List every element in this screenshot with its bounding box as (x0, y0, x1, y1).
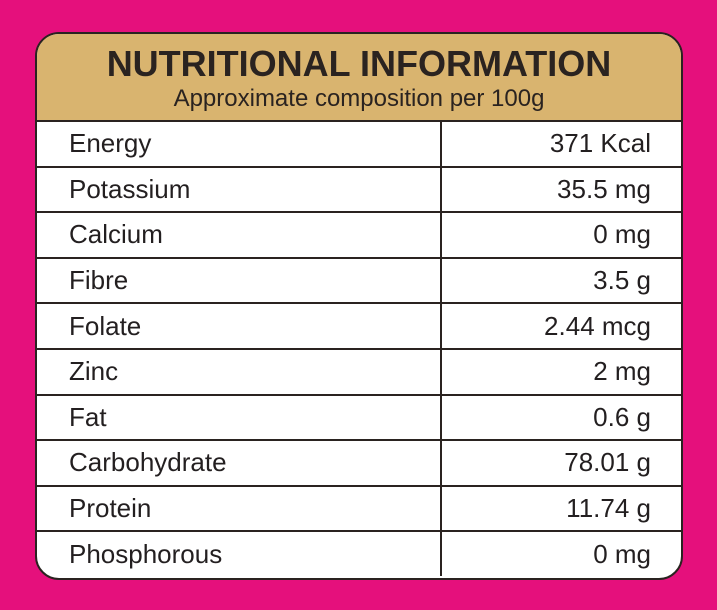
table-row: Fibre 3.5 g (37, 258, 681, 305)
nutrient-name: Energy (37, 122, 442, 166)
nutrient-name: Carbohydrate (37, 441, 442, 485)
nutrient-amount: 11.74 g (566, 493, 651, 524)
nutrient-name: Phosphorous (37, 532, 442, 576)
table-row: Calcium 0 mg (37, 213, 681, 259)
nutrient-name: Fat (37, 395, 442, 440)
nutrient-name: Zinc (37, 349, 442, 394)
table-row: Energy 371 Kcal (37, 122, 681, 168)
table-row: Phosphorous 0 mg (37, 532, 681, 576)
nutrient-amount: 3.5 g (593, 265, 651, 296)
table: Energy 371 Kcal Potassium 35.5 mg Calcium 0 m… (37, 122, 681, 576)
nutrient-name: Potassium (37, 167, 442, 212)
nutrient-amount: 0 mg (593, 219, 651, 250)
nutrient-name: Fibre (37, 258, 442, 303)
nutrition-panel: NUTRITIONAL INFORMATION Approximate comp… (35, 32, 683, 580)
nutrient-amount: 371 Kcal (549, 128, 651, 159)
title: NUTRITIONAL INFORMATION (106, 43, 612, 84)
nutrient-name: Calcium (37, 213, 442, 257)
table-row: Protein 11.74 g (37, 486, 681, 533)
table-row: Potassium 35.5 mg (37, 167, 681, 214)
nutrient-amount: 0 mg (593, 538, 651, 569)
nutrient-amount: 0.6 g (593, 401, 651, 432)
nutrient-name: Folate (37, 304, 442, 348)
nutrient-amount: 2 mg (593, 356, 651, 387)
table-row: Fat 0.6 g (37, 395, 681, 442)
table-row: Carbohydrate 78.01 g (37, 441, 681, 487)
subtitle: Approximate composition per 100g (173, 85, 545, 112)
nutrient-amount: 78.01 g (564, 447, 651, 478)
table-row: Folate 2.44 mcg (37, 304, 681, 350)
header: NUTRITIONAL INFORMATION Approximate comp… (37, 34, 681, 122)
nutrient-amount: 2.44 mcg (544, 310, 651, 341)
nutrient-name: Protein (37, 486, 442, 531)
nutrient-amount: 35.5 mg (557, 173, 651, 204)
table-row: Zinc 2 mg (37, 349, 681, 396)
